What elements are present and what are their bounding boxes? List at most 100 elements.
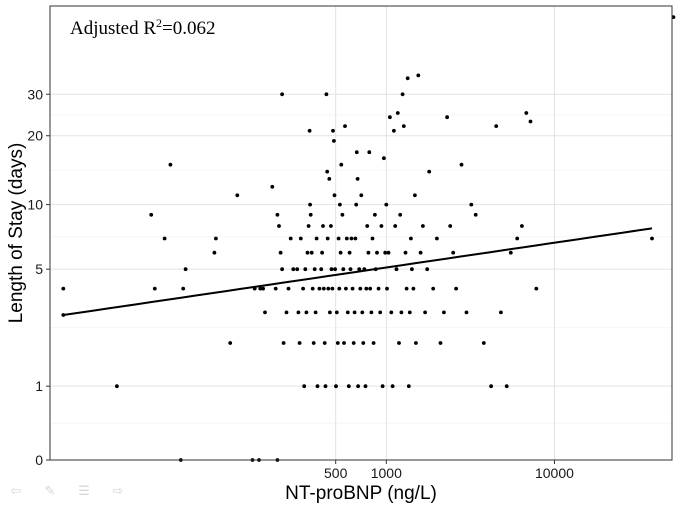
data-point [407, 310, 412, 315]
y-tick-label: 10 [27, 197, 43, 213]
data-point [370, 236, 375, 241]
data-point [291, 267, 296, 272]
data-point [376, 286, 381, 291]
data-point [392, 128, 396, 133]
x-tick-label: 500 [324, 465, 348, 481]
data-point [358, 286, 363, 291]
data-point [367, 150, 372, 155]
data-point [423, 310, 427, 315]
data-point [359, 193, 364, 198]
data-point [366, 250, 371, 255]
data-point [343, 124, 347, 128]
data-point [469, 202, 474, 207]
data-point [338, 250, 343, 255]
data-point [448, 224, 453, 228]
data-point [399, 310, 404, 315]
data-point [228, 341, 233, 345]
data-point [331, 128, 335, 133]
data-point [416, 73, 421, 78]
data-point [277, 224, 281, 228]
y-axis-title: Length of Stay (days) [6, 143, 27, 324]
pen-icon[interactable]: ✎ [44, 484, 56, 499]
data-point [326, 286, 331, 291]
data-point [384, 202, 389, 207]
data-point [351, 341, 356, 345]
data-point [263, 310, 267, 315]
data-point [451, 250, 456, 255]
data-point [365, 224, 370, 228]
data-point [400, 92, 405, 97]
arrow-left-icon[interactable]: ⇦ [10, 484, 22, 499]
data-point [303, 267, 308, 272]
data-point [308, 212, 313, 217]
x-axis: 500 1000 10000 [324, 460, 574, 481]
y-tick-label: 30 [27, 86, 43, 102]
data-point [181, 286, 186, 291]
data-point [301, 286, 305, 291]
data-point [348, 267, 353, 272]
data-point [296, 310, 301, 315]
data-point [373, 212, 377, 217]
data-point [515, 236, 520, 241]
data-point [388, 115, 392, 120]
data-point [397, 341, 401, 345]
data-point [311, 341, 316, 345]
data-point [329, 267, 334, 272]
data-point [321, 286, 326, 291]
data-point [308, 202, 312, 207]
data-point [183, 267, 188, 272]
data-point [383, 250, 388, 255]
data-point [481, 341, 486, 345]
data-point [312, 267, 317, 272]
data-point [334, 384, 338, 389]
y-axis: 0 1 5 10 20 30 [27, 86, 50, 468]
data-point [414, 341, 418, 345]
data-point [344, 236, 349, 241]
data-point [323, 384, 328, 389]
data-point [286, 286, 291, 291]
slide-toolbar: ⇦ ✎ ☰ ⇨ [4, 485, 130, 499]
data-point [403, 250, 408, 255]
data-point [398, 212, 403, 217]
data-point [338, 202, 342, 207]
data-point [288, 236, 293, 241]
data-point [235, 193, 240, 198]
regression-line [63, 227, 653, 316]
data-point [354, 202, 359, 207]
data-point [534, 286, 539, 291]
data-point [61, 286, 66, 291]
data-point [364, 286, 369, 291]
data-point [345, 310, 350, 315]
data-point [280, 267, 284, 272]
x-tick-label: 10000 [535, 465, 574, 481]
data-point [355, 177, 360, 181]
data-point [313, 310, 318, 315]
data-point [418, 250, 423, 255]
data-point [650, 236, 654, 241]
menu-icon[interactable]: ☰ [78, 484, 90, 499]
data-point [280, 92, 284, 97]
data-point [393, 224, 398, 228]
data-point [284, 310, 289, 315]
data-point [258, 286, 263, 291]
data-point [341, 267, 346, 272]
data-point [431, 286, 436, 291]
data-point [168, 162, 173, 167]
data-point [353, 236, 358, 241]
data-point [344, 286, 348, 291]
data-point [406, 384, 411, 389]
data-point [317, 286, 322, 291]
data-point [421, 224, 425, 228]
data-point [334, 310, 339, 315]
x-tick-label: 1000 [371, 465, 402, 481]
r-squared-annotation: Adjusted R2=0.062 [70, 16, 216, 39]
data-point [413, 193, 417, 198]
data-point [528, 119, 533, 124]
data-point [270, 184, 275, 189]
data-point [162, 236, 167, 241]
arrow-right-icon[interactable]: ⇨ [112, 484, 124, 499]
data-point [352, 310, 357, 315]
data-point [321, 224, 325, 228]
data-point [115, 384, 119, 389]
